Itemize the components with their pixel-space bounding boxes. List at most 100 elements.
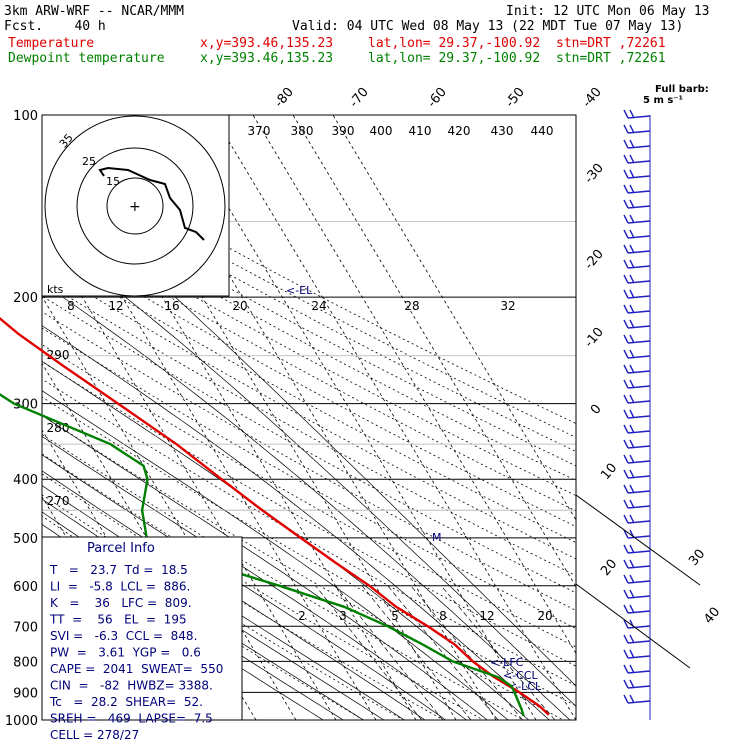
wind-barb	[627, 280, 651, 284]
wind-barb	[629, 364, 635, 374]
speed-label: 8	[67, 299, 75, 313]
wind-barb	[629, 154, 635, 164]
wind-barb	[627, 235, 651, 239]
barb-legend-units: 5 m s⁻¹	[643, 95, 683, 106]
wind-barb	[623, 364, 629, 374]
wind-barb	[627, 175, 651, 179]
speed-label: 20	[232, 299, 247, 313]
speed-label: 32	[500, 299, 515, 313]
wind-barb	[627, 625, 651, 629]
parcel-info-row: CAPE = 2041 SWEAT= 550	[50, 662, 223, 676]
temperature-latlon: lat,lon= 29.37,-100.92	[368, 36, 541, 51]
right-temp-label: 20	[598, 557, 620, 579]
wind-barb	[623, 544, 629, 554]
wind-barb	[627, 685, 651, 689]
right-temp-label: 40	[701, 605, 723, 627]
plot-border	[41, 114, 577, 721]
wind-barb	[627, 190, 651, 194]
wind-barb	[627, 490, 651, 494]
init-time: Init: 12 UTC Mon 06 May 13	[506, 4, 710, 19]
mixing-ratio-label: 20	[537, 609, 552, 623]
top-temp-label: -80	[272, 85, 297, 111]
wind-barb	[629, 379, 635, 389]
wind-barb	[623, 589, 629, 599]
wind-barb	[627, 565, 651, 569]
wind-barb	[627, 385, 651, 389]
wind-barb	[629, 124, 635, 134]
wind-barb	[629, 499, 635, 509]
frame-diagonal	[575, 583, 691, 669]
wind-barb	[623, 274, 629, 284]
parcel-info-row: CIN = -82 HWBZ= 3388.	[50, 679, 213, 693]
wind-barb	[627, 295, 651, 299]
wind-barb	[629, 409, 635, 419]
speed-label: 16	[164, 299, 179, 313]
wind-barb	[623, 424, 629, 434]
theta-label: 380	[291, 124, 314, 138]
wind-barb	[623, 664, 629, 674]
moist-adiabat	[42, 454, 447, 720]
wind-barb	[627, 655, 651, 659]
wind-barb	[629, 664, 635, 674]
isotherm	[292, 115, 576, 588]
wind-barb	[623, 439, 629, 449]
temperature-profile	[0, 316, 550, 716]
wind-barb	[627, 610, 651, 614]
wind-barb	[623, 514, 629, 524]
pressure-label: 800	[13, 655, 38, 670]
wind-barb	[623, 379, 629, 389]
dry-adiabat	[42, 265, 576, 560]
wind-barb	[623, 334, 629, 344]
mixing-ratio-label: 12	[479, 609, 494, 623]
wind-barb	[623, 304, 629, 314]
dewpoint-station: stn=DRT ,72261	[556, 51, 666, 66]
wind-barb	[627, 355, 651, 359]
dry-adiabat	[42, 433, 525, 720]
wind-barb	[627, 445, 651, 449]
hodo-units: kts	[47, 283, 64, 296]
dry-adiabat	[42, 167, 576, 452]
moist-adiabat	[175, 296, 576, 687]
speed-label: 28	[404, 299, 419, 313]
wind-barb	[629, 484, 635, 494]
wind-barb	[627, 460, 651, 464]
wind-barb	[629, 244, 635, 254]
wind-barb	[627, 145, 651, 149]
theta-label: 400	[370, 124, 393, 138]
theta-label: 420	[448, 124, 471, 138]
wind-barb	[623, 634, 629, 644]
right-temp-label: 0	[588, 402, 605, 418]
hodograph-box	[41, 114, 230, 297]
barb-legend-label: Full barb:	[655, 84, 709, 95]
wind-barb	[627, 700, 651, 704]
wind-barb	[623, 184, 629, 194]
wind-barb	[623, 244, 629, 254]
wind-barb	[623, 409, 629, 419]
model-title: 3km ARW-WRF -- NCAR/MMM	[4, 4, 185, 19]
temperature-station: stn=DRT ,72261	[556, 36, 666, 51]
wind-barb	[623, 199, 629, 209]
hodograph-center: +	[129, 199, 141, 215]
wind-barb	[623, 289, 629, 299]
dewpoint-profile	[0, 393, 525, 717]
wind-barb	[629, 589, 635, 599]
parcel-info-title: Parcel Info	[87, 541, 155, 556]
parcel-info-row: SVI = -6.3 CCL = 848.	[50, 629, 197, 643]
wind-barb	[627, 205, 651, 209]
mixing-ratio-label: 8	[439, 609, 447, 623]
right-temp-label: -20	[582, 247, 607, 273]
wind-barb	[629, 424, 635, 434]
wind-barb	[629, 319, 635, 329]
wind-barb	[629, 169, 635, 179]
parcel-info-row: Tc = 28.2 SHEAR= 52.	[49, 695, 203, 709]
wind-barb	[627, 415, 651, 419]
dry-adiabat	[42, 142, 576, 425]
wind-barb	[629, 694, 635, 704]
speed-label: 24	[311, 299, 326, 313]
wind-barb	[629, 454, 635, 464]
theta-label: 440	[531, 124, 554, 138]
theta-e-label: 270	[47, 494, 70, 508]
wind-barb	[629, 439, 635, 449]
wind-barb	[629, 349, 635, 359]
wind-barb	[629, 289, 635, 299]
